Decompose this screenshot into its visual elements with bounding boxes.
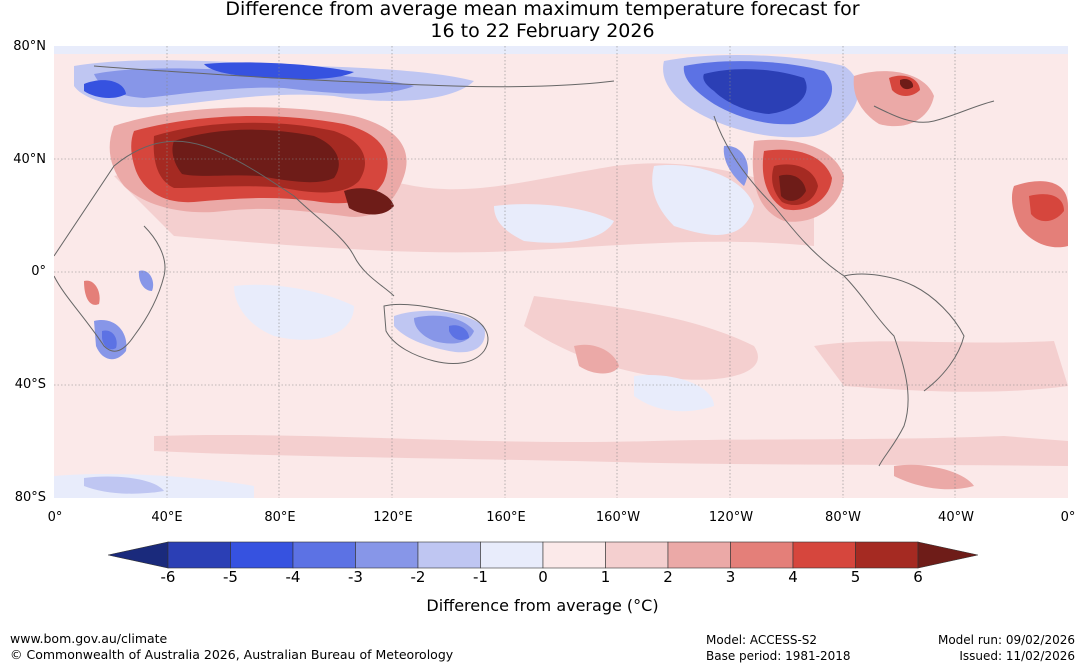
lon-label-0-east: 0° — [1060, 510, 1076, 525]
colorbar-tick-label: 4 — [788, 568, 798, 586]
colorbar-label: Difference from average (°C) — [426, 596, 659, 615]
lon-label-120e: 120°E — [373, 510, 413, 525]
lon-label-80w: 80°W — [825, 510, 861, 525]
colorbar-cell-below-min — [108, 541, 169, 569]
colorbar-tick-label: -4 — [285, 568, 301, 586]
map-title-line-1: Difference from average mean maximum tem… — [225, 0, 860, 20]
colorbar-cell — [792, 541, 856, 569]
lon-label-160w: 160°W — [595, 510, 641, 525]
colorbar-tick-label: -1 — [473, 568, 488, 586]
colorbar-tick-label: 6 — [913, 568, 923, 586]
lon-label-160e: 160°E — [486, 510, 526, 525]
colorbar-tick-label: -6 — [160, 568, 176, 586]
colorbar-tick-label: -2 — [410, 568, 426, 586]
colorbar-tick-label: 1 — [600, 568, 611, 586]
anomaly-map-graphic — [54, 46, 1068, 498]
lon-label-80e: 80°E — [264, 510, 296, 525]
colorbar-cell — [167, 541, 231, 569]
copyright-text: © Commonwealth of Australia 2026, Austra… — [10, 647, 454, 662]
colorbar-cell — [355, 541, 419, 569]
colorbar-tick-label: -5 — [223, 568, 238, 586]
lat-label-80n: 80°N — [13, 39, 46, 54]
lat-label-40n: 40°N — [13, 152, 46, 167]
colorbar-cell-above-max — [917, 541, 978, 569]
colorbar-cell — [667, 541, 731, 569]
colorbar-cell — [730, 541, 794, 569]
colorbar-cell — [292, 541, 356, 569]
colorbar-cell — [230, 541, 294, 569]
anomaly-map — [54, 46, 1068, 498]
colorbar-tick-label: 2 — [663, 568, 673, 586]
base-period: Base period: 1981-2018 — [706, 649, 851, 663]
model-run-date: Model run: 09/02/2026 — [937, 633, 1075, 647]
colorbar-cell — [855, 541, 919, 569]
colorbar-cell — [542, 541, 606, 569]
colorbar-cell — [417, 541, 481, 569]
lat-label-40s: 40°S — [14, 377, 46, 392]
colorbar-cell — [480, 541, 544, 569]
lat-label-80s: 80°S — [14, 490, 46, 505]
colorbar-tick-label: -3 — [348, 568, 363, 586]
colorbar-tick-label: 5 — [850, 568, 861, 586]
issued-date: Issued: 11/02/2026 — [959, 649, 1075, 663]
website-link[interactable]: www.bom.gov.au/climate — [10, 631, 168, 646]
colorbar-tick-label: 0 — [538, 568, 548, 586]
map-title-line-2: 16 to 22 February 2026 — [430, 20, 655, 42]
colorbar-tick-label: 3 — [725, 568, 736, 586]
model-name: Model: ACCESS-S2 — [706, 633, 818, 647]
lon-label-40w: 40°W — [938, 510, 974, 525]
lon-label-40e: 40°E — [151, 510, 183, 525]
colorbar-cell — [605, 541, 669, 569]
lon-label-120w: 120°W — [708, 510, 754, 525]
lat-label-0: 0° — [31, 264, 46, 279]
lon-label-0-west: 0° — [47, 510, 63, 525]
colorbar — [108, 541, 978, 569]
